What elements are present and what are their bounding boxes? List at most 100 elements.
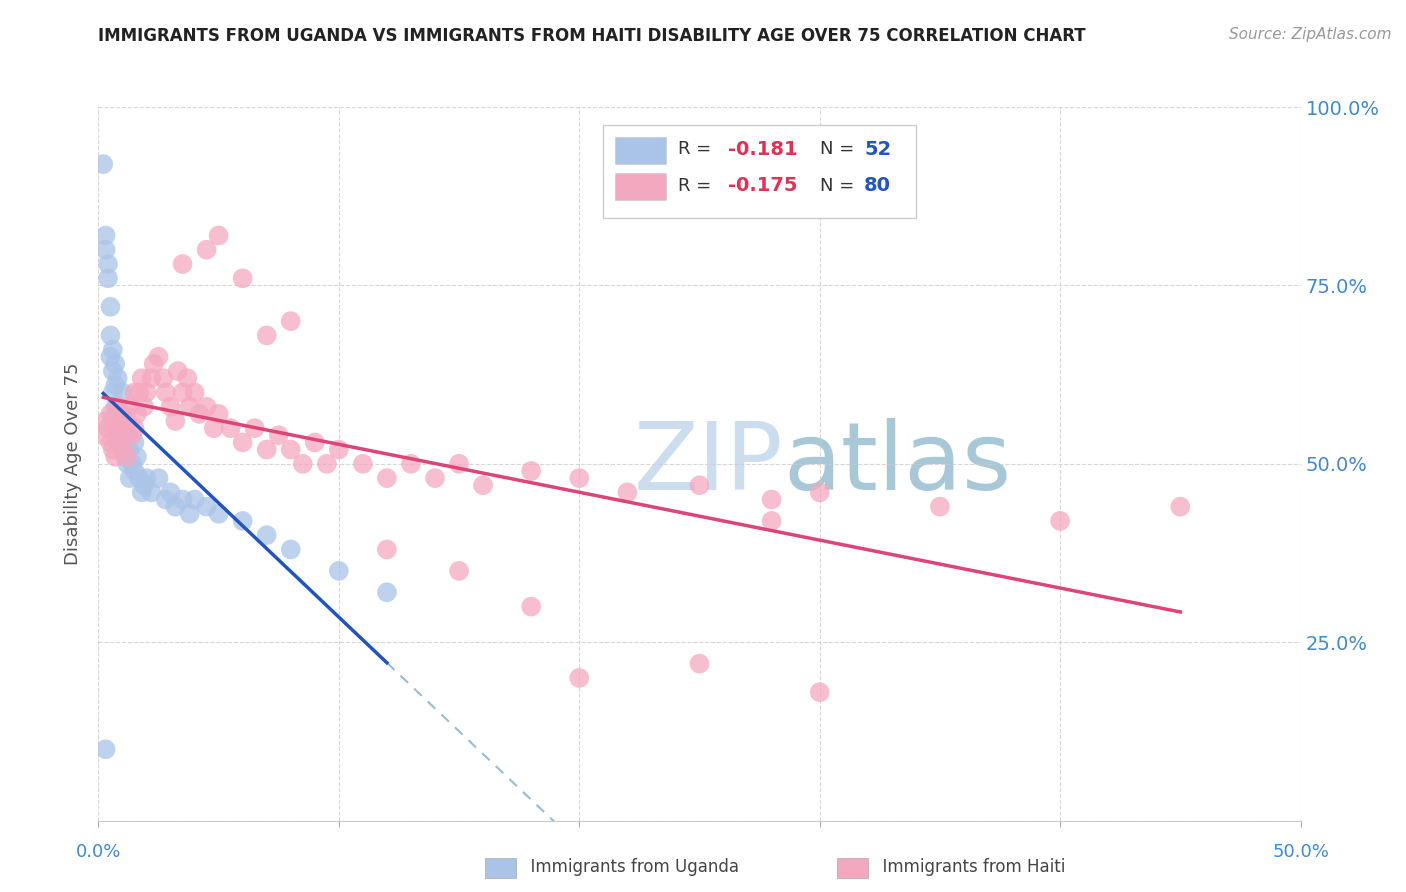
Y-axis label: Disability Age Over 75: Disability Age Over 75 bbox=[65, 362, 83, 566]
Point bbox=[165, 500, 187, 514]
Point bbox=[689, 478, 711, 492]
Point bbox=[808, 685, 831, 699]
Point bbox=[141, 371, 163, 385]
Point bbox=[94, 228, 117, 243]
Point bbox=[131, 371, 153, 385]
Point bbox=[423, 471, 446, 485]
Point bbox=[202, 421, 225, 435]
Text: 52: 52 bbox=[865, 140, 891, 159]
Point bbox=[232, 435, 254, 450]
Point bbox=[375, 471, 398, 485]
Point bbox=[117, 428, 139, 442]
Point bbox=[101, 343, 124, 357]
Point bbox=[375, 585, 398, 599]
Point bbox=[104, 378, 127, 392]
Point bbox=[243, 421, 266, 435]
Text: 50.0%: 50.0% bbox=[1272, 843, 1329, 861]
Point bbox=[111, 414, 134, 428]
Point bbox=[111, 442, 134, 457]
Text: N =: N = bbox=[820, 177, 859, 194]
Point bbox=[132, 478, 155, 492]
Point bbox=[280, 314, 302, 328]
Point bbox=[155, 492, 177, 507]
Text: Source: ZipAtlas.com: Source: ZipAtlas.com bbox=[1229, 27, 1392, 42]
Point bbox=[94, 742, 117, 756]
Point bbox=[447, 457, 470, 471]
Point bbox=[761, 514, 783, 528]
Point bbox=[111, 385, 134, 400]
Point bbox=[114, 450, 136, 464]
Text: ZIP: ZIP bbox=[634, 417, 783, 510]
Point bbox=[125, 450, 148, 464]
Point bbox=[304, 435, 326, 450]
Point bbox=[124, 421, 146, 435]
Point bbox=[101, 442, 124, 457]
Point bbox=[124, 464, 146, 478]
Point bbox=[108, 421, 131, 435]
Point bbox=[183, 385, 205, 400]
Text: Immigrants from Haiti: Immigrants from Haiti bbox=[872, 858, 1066, 876]
Point bbox=[155, 385, 177, 400]
Point bbox=[256, 328, 278, 343]
Point bbox=[104, 421, 127, 435]
Point bbox=[188, 407, 211, 421]
Point bbox=[100, 350, 122, 364]
Point bbox=[267, 428, 290, 442]
Point bbox=[520, 464, 543, 478]
Point bbox=[689, 657, 711, 671]
Point bbox=[91, 157, 114, 171]
Point bbox=[219, 421, 242, 435]
Point bbox=[101, 414, 124, 428]
Point bbox=[111, 442, 134, 457]
Point bbox=[94, 243, 117, 257]
Point bbox=[91, 428, 114, 442]
Point bbox=[148, 350, 170, 364]
Point bbox=[117, 450, 139, 464]
Point bbox=[107, 421, 129, 435]
Point bbox=[232, 514, 254, 528]
Point bbox=[256, 442, 278, 457]
Point bbox=[195, 243, 218, 257]
Point bbox=[208, 228, 231, 243]
Point bbox=[159, 400, 181, 414]
Point bbox=[97, 421, 120, 435]
Text: 0.0%: 0.0% bbox=[76, 843, 121, 861]
Point bbox=[928, 500, 950, 514]
Point bbox=[114, 428, 136, 442]
Point bbox=[117, 414, 139, 428]
Point bbox=[280, 442, 302, 457]
Point bbox=[97, 257, 120, 271]
Point bbox=[141, 485, 163, 500]
Point bbox=[124, 385, 146, 400]
Point bbox=[208, 507, 231, 521]
Point bbox=[315, 457, 337, 471]
Point bbox=[125, 407, 148, 421]
Point bbox=[291, 457, 314, 471]
Point bbox=[104, 450, 127, 464]
Point bbox=[183, 492, 205, 507]
Point bbox=[107, 400, 129, 414]
Text: -0.175: -0.175 bbox=[728, 176, 797, 195]
Point bbox=[375, 542, 398, 557]
Point bbox=[135, 471, 157, 485]
Text: IMMIGRANTS FROM UGANDA VS IMMIGRANTS FROM HAITI DISABILITY AGE OVER 75 CORRELATI: IMMIGRANTS FROM UGANDA VS IMMIGRANTS FRO… bbox=[98, 27, 1085, 45]
Point bbox=[114, 421, 136, 435]
Point bbox=[107, 400, 129, 414]
Point bbox=[172, 257, 194, 271]
Point bbox=[808, 485, 831, 500]
Bar bbox=[616, 173, 666, 200]
Point bbox=[172, 385, 194, 400]
Point bbox=[166, 364, 188, 378]
Point bbox=[232, 271, 254, 285]
Point bbox=[128, 385, 150, 400]
Bar bbox=[616, 137, 666, 164]
Text: R =: R = bbox=[678, 177, 717, 194]
Point bbox=[472, 478, 495, 492]
Point bbox=[108, 435, 131, 450]
Point bbox=[280, 542, 302, 557]
Text: 80: 80 bbox=[865, 176, 891, 195]
Text: atlas: atlas bbox=[783, 417, 1012, 510]
Point bbox=[172, 492, 194, 507]
Point bbox=[118, 471, 141, 485]
Point bbox=[100, 328, 122, 343]
